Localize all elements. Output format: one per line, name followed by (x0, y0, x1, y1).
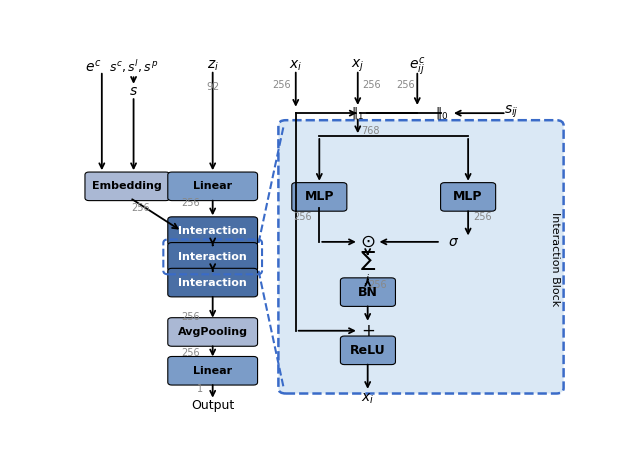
Text: MLP: MLP (305, 191, 334, 203)
Text: BN: BN (358, 286, 378, 299)
Text: $e^c$: $e^c$ (85, 58, 102, 74)
Text: $z_i$: $z_i$ (207, 59, 219, 73)
FancyBboxPatch shape (292, 183, 347, 211)
FancyBboxPatch shape (440, 183, 495, 211)
Text: 256: 256 (182, 348, 200, 358)
FancyBboxPatch shape (168, 243, 257, 271)
Text: Interaction: Interaction (179, 252, 247, 262)
Text: $e_{ij}^c$: $e_{ij}^c$ (409, 55, 426, 77)
FancyBboxPatch shape (168, 172, 257, 201)
Text: 256: 256 (272, 80, 291, 90)
Text: 256: 256 (396, 80, 415, 90)
Text: $x_i$: $x_i$ (289, 59, 302, 73)
Text: Embedding: Embedding (93, 181, 163, 191)
FancyBboxPatch shape (168, 268, 257, 297)
Text: $s$: $s$ (129, 84, 138, 98)
Text: $s_{ij}$: $s_{ij}$ (504, 103, 519, 120)
Text: $\sum_j$: $\sum_j$ (360, 251, 376, 288)
FancyBboxPatch shape (278, 120, 564, 393)
Text: 256: 256 (473, 212, 492, 222)
FancyBboxPatch shape (340, 336, 396, 365)
Text: $s^c, s^l, s^p$: $s^c, s^l, s^p$ (109, 58, 158, 75)
Text: $\odot$: $\odot$ (360, 233, 376, 251)
Text: Linear: Linear (193, 181, 232, 191)
Text: 256: 256 (182, 312, 200, 322)
Text: $x_j$: $x_j$ (351, 58, 364, 74)
Text: $\Vert_1$: $\Vert_1$ (351, 105, 364, 121)
FancyBboxPatch shape (168, 318, 257, 346)
Text: MLP: MLP (453, 191, 483, 203)
Text: 256: 256 (293, 212, 312, 222)
Text: Output: Output (191, 399, 234, 412)
Text: Interaction: Interaction (179, 226, 247, 236)
Text: $x_i$: $x_i$ (361, 392, 374, 406)
Text: 256: 256 (131, 203, 150, 213)
Text: 768: 768 (361, 126, 380, 136)
FancyBboxPatch shape (168, 356, 257, 385)
Text: 92: 92 (206, 82, 220, 92)
Text: ReLU: ReLU (350, 344, 386, 357)
Text: $\sigma$: $\sigma$ (447, 235, 459, 249)
Text: 1: 1 (196, 384, 203, 394)
FancyBboxPatch shape (340, 278, 396, 306)
Text: Interaction: Interaction (179, 278, 247, 288)
Text: AvgPooling: AvgPooling (178, 327, 248, 337)
Text: Interaction Block: Interaction Block (550, 213, 560, 306)
Text: 256: 256 (363, 80, 381, 90)
Text: Linear: Linear (193, 366, 232, 376)
FancyBboxPatch shape (85, 172, 170, 201)
Text: 256: 256 (182, 198, 200, 208)
FancyBboxPatch shape (168, 217, 257, 245)
Text: 256: 256 (368, 280, 387, 290)
Text: $\Vert_0$: $\Vert_0$ (435, 105, 449, 121)
Text: $+$: $+$ (360, 322, 375, 340)
